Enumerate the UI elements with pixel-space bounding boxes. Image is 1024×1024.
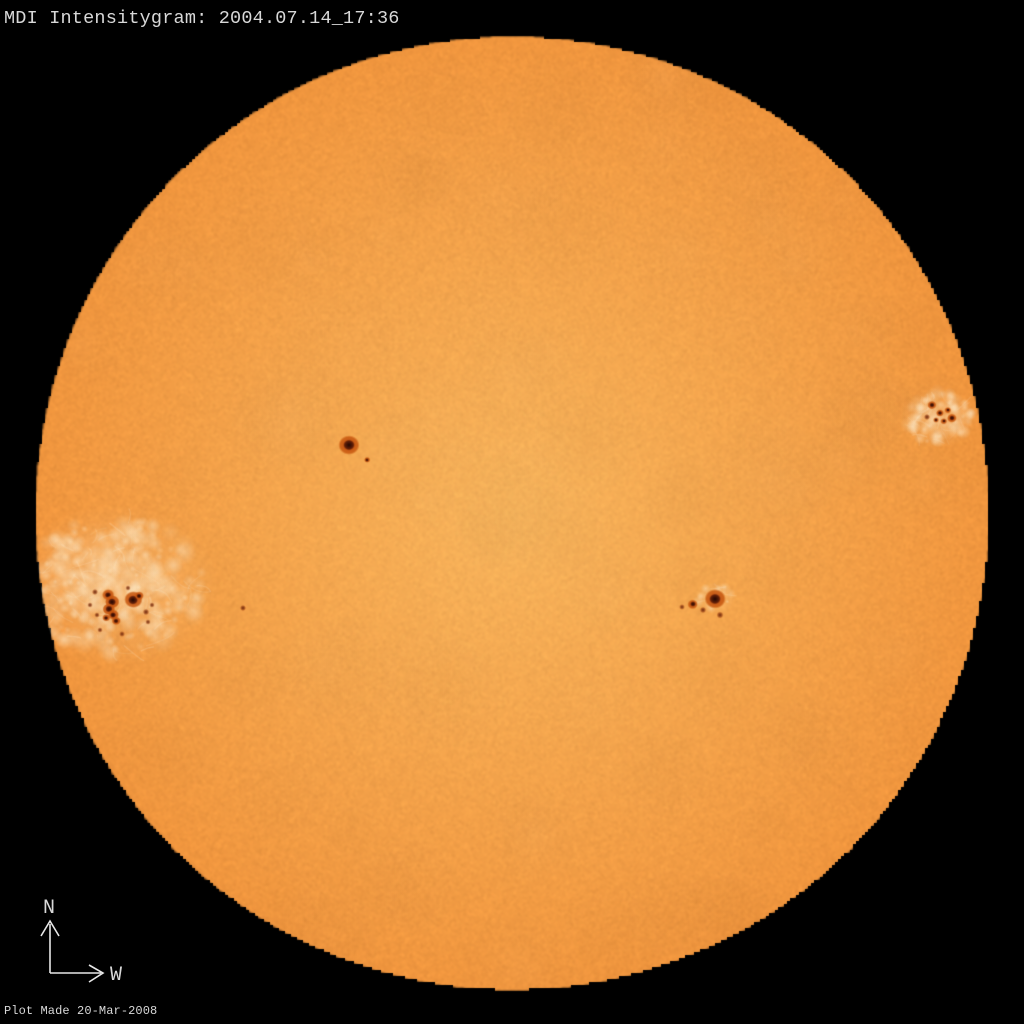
- svg-text:MDI Intensitygram: 2004.07.1: MDI Intensitygram: 2004.07.14_17:36: [4, 8, 400, 29]
- svg-text:Plot Made 20-Mar-2008: Plot Made 20-Mar-2008: [4, 1004, 157, 1018]
- svg-text:W: W: [110, 964, 122, 987]
- svg-text:N: N: [43, 897, 55, 920]
